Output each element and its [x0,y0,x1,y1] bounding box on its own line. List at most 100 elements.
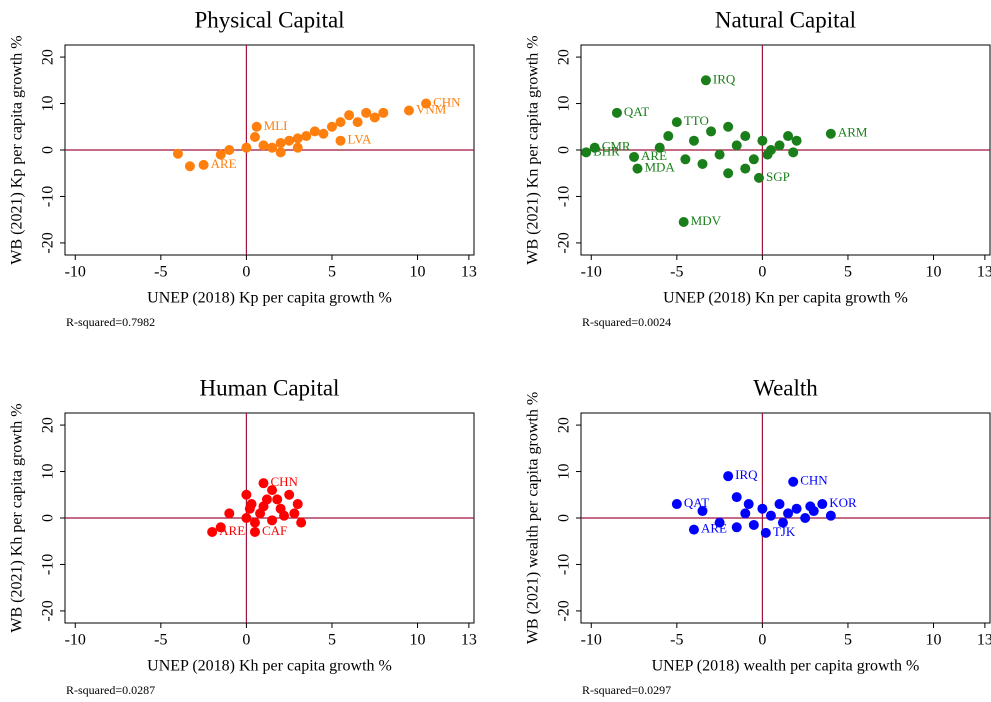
point-label: VNM [416,101,447,116]
point [198,159,209,170]
point [258,501,269,512]
x-axis-label: UNEP (2018) Kp per capita growth % [147,290,392,307]
point [783,508,794,519]
point [774,140,785,151]
point [611,107,622,118]
point-label: ARE [211,156,237,171]
point [805,501,816,512]
point [369,112,380,123]
y-tick-label: -20 [556,600,573,621]
point [753,172,764,183]
point-label: CHN [433,95,461,110]
y-tick-label: 10 [556,464,573,480]
point [760,527,771,538]
point [680,154,691,165]
point [740,508,751,519]
point-label: ARM [838,125,868,140]
y-axis-label: WB (2021) Kh per capita growth % [9,403,26,632]
x-tick-label: 10 [926,264,942,281]
point [748,154,759,165]
point [731,140,742,151]
point-label: CAF [262,523,287,538]
point [748,519,759,530]
point [762,149,773,160]
y-tick-label: -10 [40,554,57,575]
point [309,126,320,137]
point [296,517,307,528]
point-label: KOR [829,495,857,510]
point [326,121,337,132]
point [258,140,269,151]
point [757,503,768,514]
point [215,522,226,533]
y-tick-label: 10 [556,96,573,112]
point [800,513,811,523]
point-label: BHR [593,143,620,158]
point-label: CHN [271,474,299,489]
point-label: QAT [624,104,649,119]
point [241,142,252,153]
point [289,508,300,519]
point [258,478,269,489]
x-tick-label: -5 [154,632,167,649]
point [825,510,836,521]
point [361,107,372,118]
x-tick-label: -5 [154,264,167,281]
chart-title: Natural Capital [715,7,856,32]
point [224,508,235,519]
point-label: MLI [264,118,288,133]
y-tick-label: 0 [40,146,57,154]
x-tick-label: 13 [461,264,477,281]
point [215,149,226,160]
chart-title: Human Capital [200,375,340,400]
y-tick-label: -20 [40,232,57,253]
x-tick-label: 13 [461,632,477,649]
point [589,142,600,153]
x-tick-label: 0 [758,632,766,649]
x-tick-label: 10 [410,632,426,649]
point [378,107,389,118]
y-tick-label: 0 [556,146,573,154]
chart-title: Wealth [753,375,818,400]
point [697,158,708,169]
y-tick-label: 20 [556,49,573,65]
point [292,142,303,153]
point [706,126,717,137]
y-tick-label: -10 [556,186,573,207]
point [249,131,260,142]
r-squared-note: R-squared=0.7982 [66,315,155,329]
point [352,117,363,128]
point [783,131,794,142]
y-axis-label: WB (2021) Kp per capita growth % [9,35,26,264]
x-tick-label: -10 [581,632,602,649]
r-squared-note: R-squared=0.0024 [582,315,671,329]
y-tick-label: 20 [40,417,57,433]
x-tick-label: -5 [670,632,683,649]
r-squared-note: R-squared=0.0287 [66,683,155,697]
point [241,513,252,523]
point-label: MDA [644,160,675,175]
x-tick-label: 13 [977,632,991,649]
point [788,476,799,487]
point [723,471,734,482]
point [275,138,286,149]
point [267,485,278,496]
x-tick-label: 13 [977,264,991,281]
point [765,510,776,521]
y-tick-label: -20 [40,600,57,621]
point-label: IRQ [735,467,758,482]
x-tick-label: -10 [581,264,602,281]
point [207,526,218,537]
point [757,135,768,146]
point [825,128,836,139]
point-label: TTO [684,113,709,128]
point [671,117,682,128]
point [777,517,788,528]
point [629,151,640,162]
point [791,503,802,514]
point-label: IRQ [713,71,736,86]
point [663,131,674,142]
point [249,526,260,537]
point [714,149,725,160]
r-squared-note: R-squared=0.0297 [582,683,671,697]
